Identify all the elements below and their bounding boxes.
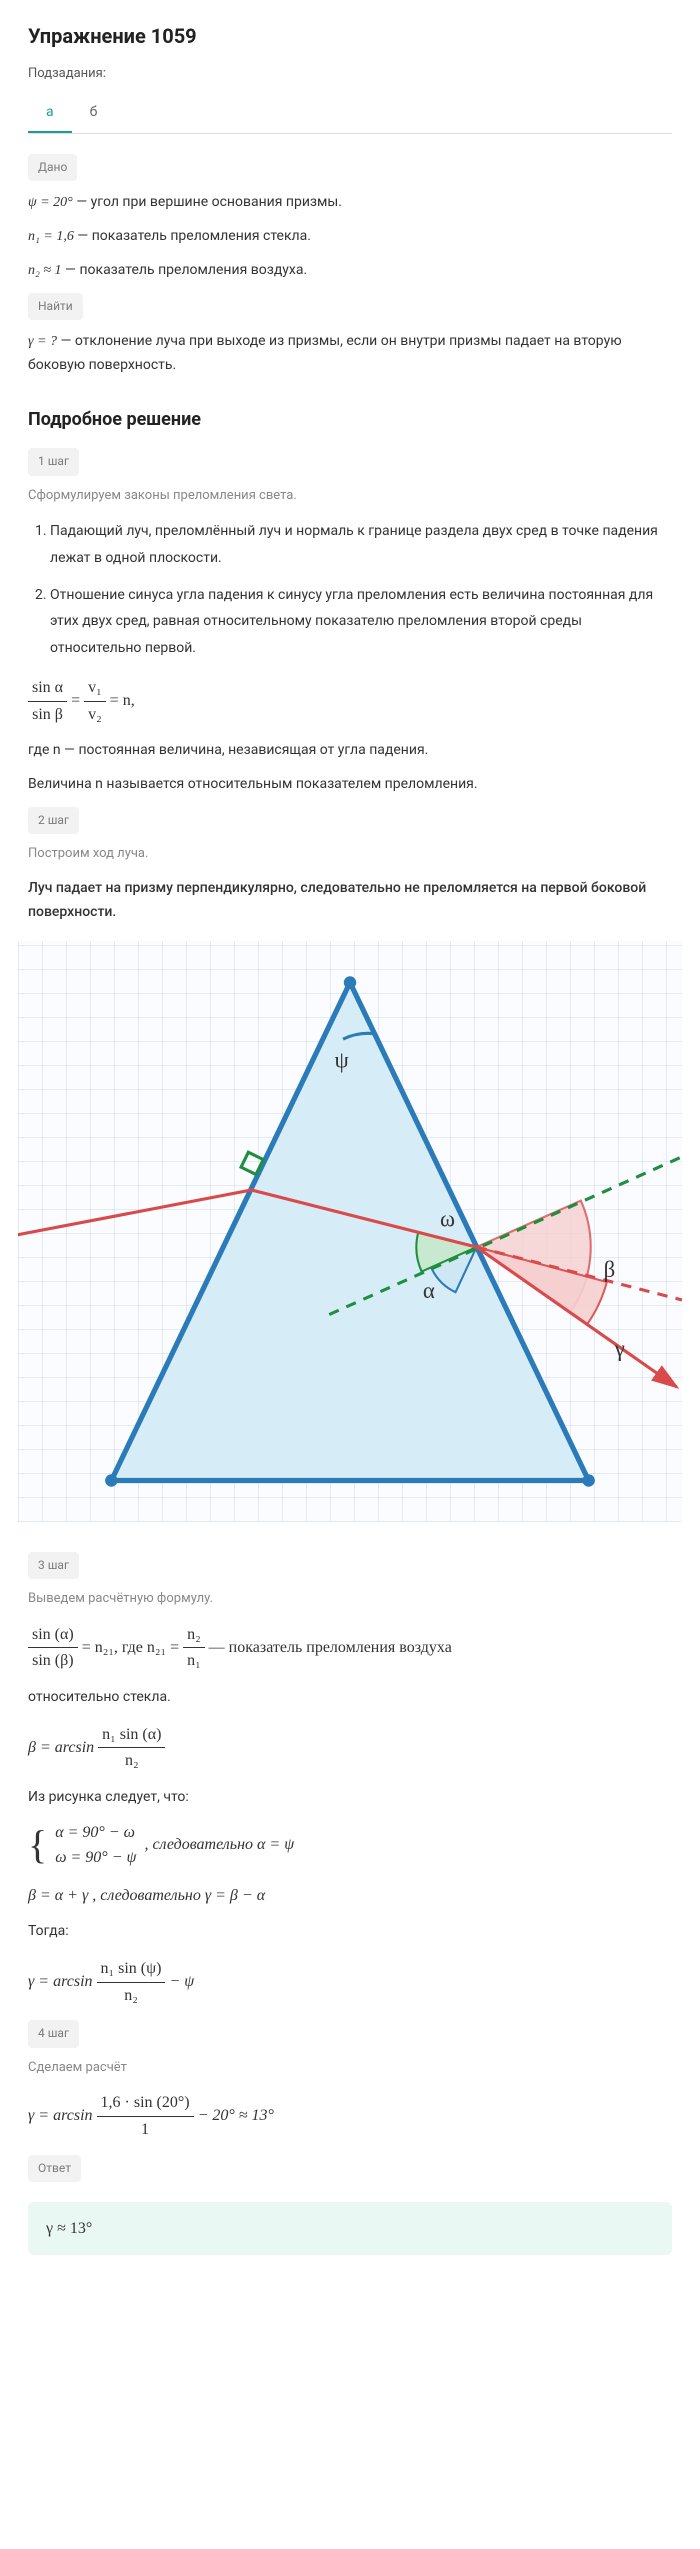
answer-chip: Ответ <box>28 2155 81 2182</box>
step-chip: 1 шаг <box>28 448 79 475</box>
frac-den: sin β <box>28 702 67 728</box>
step-chip: 2 шаг <box>28 807 79 834</box>
snell-formula: sin αsin β = v₁v₂ = n, <box>28 675 672 727</box>
text-line: относительно стекла. <box>28 1686 672 1710</box>
frac-num: sin (α) <box>28 1622 78 1649</box>
formula-post: — показатель преломления воздуха <box>209 1638 452 1655</box>
law-item: Отношение синуса угла падения к синусу у… <box>50 582 672 662</box>
given-row: n₂ ≈ 1 — показатель преломления воздуха. <box>28 259 672 283</box>
step-chip: 3 шаг <box>28 1552 79 1579</box>
frac-num: n₁ sin (α) <box>98 1722 165 1749</box>
subtask-label: Подзадания: <box>28 64 672 85</box>
calc-formula: γ = arcsin 1,6 · sin (20°)1 − 20° ≈ 13° <box>28 2090 672 2142</box>
formula-post: − ψ <box>169 1973 194 1990</box>
svg-text:ω: ω <box>440 1206 455 1231</box>
n21-formula: sin (α)sin (β) = n₂₁, где n₂₁ = n₂n₁ — п… <box>28 1622 672 1674</box>
frac-den: n₂ <box>97 1983 166 2009</box>
find-row: γ = ? — отклонение луча при выходе из пр… <box>28 330 672 378</box>
given-desc: — угол при вершине основания призмы. <box>73 194 342 210</box>
given-sym: n₂ ≈ 1 <box>28 263 62 278</box>
frac-den: n₂ <box>98 1748 165 1774</box>
beta-formula: β = arcsin n₁ sin (α)n₂ <box>28 1722 672 1774</box>
formula-pre: γ = arcsin <box>28 2107 97 2124</box>
formula-pre: γ = arcsin <box>28 1973 97 1990</box>
beta-gamma-line: β = α + γ , следовательно γ = β − α <box>28 1883 672 1909</box>
formula-post: − 20° ≈ 13° <box>198 2107 274 2124</box>
frac-den: sin (β) <box>28 1648 78 1674</box>
step-intro: Построим ход луча. <box>28 844 672 865</box>
exercise-title: Упражнение 1059 <box>28 20 672 52</box>
find-desc: — отклонение луча при выходе из призмы, … <box>28 333 622 373</box>
formula-tail: = n, <box>110 692 135 709</box>
frac-den: v₂ <box>84 702 106 728</box>
brace-icon: { <box>28 1825 47 1865</box>
step-intro: Сделаем расчёт <box>28 2058 672 2079</box>
tab-a[interactable]: а <box>28 93 72 133</box>
frac-den: n₁ <box>183 1648 205 1674</box>
frac-num: 1,6 · sin (20°) <box>97 2090 194 2117</box>
prism-diagram: ψ ω α β γ <box>18 941 682 1522</box>
diagram-svg: ψ ω α β γ <box>18 941 682 1522</box>
laws-list: Падающий луч, преломлённый луч и нормаль… <box>28 518 672 661</box>
eq: = <box>71 692 84 709</box>
formula-pre: β = arcsin <box>28 1738 98 1755</box>
text-line: Величина n называется относительным пока… <box>28 773 672 797</box>
case-line: α = 90° − ω <box>55 1820 136 1846</box>
svg-text:ψ: ψ <box>335 1047 349 1072</box>
given-chip: Дано <box>28 154 77 181</box>
answer-box: γ ≈ 13° <box>28 2202 672 2256</box>
find-chip: Найти <box>28 293 83 320</box>
given-desc: — показатель преломления стекла. <box>74 228 311 244</box>
frac-num: n₁ sin (ψ) <box>97 1956 166 1983</box>
cases-block: { α = 90° − ω ω = 90° − ψ , следовательн… <box>28 1820 672 1871</box>
law-item: Падающий луч, преломлённый луч и нормаль… <box>50 518 672 571</box>
tab-b[interactable]: б <box>72 93 116 133</box>
gamma-formula: γ = arcsin n₁ sin (ψ)n₂ − ψ <box>28 1956 672 2008</box>
given-sym: ψ = 20° <box>28 195 73 210</box>
subtask-tabs: а б <box>28 93 672 134</box>
frac-num: n₂ <box>183 1622 205 1649</box>
step-chip: 4 шаг <box>28 2020 79 2047</box>
text-line: где n — постоянная величина, независящая… <box>28 739 672 763</box>
given-row: ψ = 20° — угол при вершине основания при… <box>28 191 672 215</box>
cases-tail: , следовательно α = ψ <box>144 1832 294 1858</box>
svg-text:γ: γ <box>614 1336 625 1361</box>
frac-num: v₁ <box>84 675 106 702</box>
find-sym: γ = ? <box>28 334 57 349</box>
svg-text:β: β <box>604 1257 616 1282</box>
then-label: Тогда: <box>28 1920 672 1944</box>
frac-num: sin α <box>28 675 67 702</box>
given-sym: n₁ = 1,6 <box>28 229 74 244</box>
step-intro: Сформулируем законы преломления света. <box>28 486 672 507</box>
given-row: n₁ = 1,6 — показатель преломления стекла… <box>28 225 672 249</box>
step-intro: Выведем расчётную формулу. <box>28 1589 672 1610</box>
formula-mid: = n₂₁, где n₂₁ = <box>82 1638 183 1655</box>
svg-text:α: α <box>423 1278 435 1303</box>
frac-den: 1 <box>97 2117 194 2143</box>
case-line: ω = 90° − ψ <box>55 1845 136 1871</box>
step2-lead: Луч падает на призму перпендикулярно, сл… <box>28 877 672 925</box>
given-desc: — показатель преломления воздуха. <box>62 262 308 278</box>
figure-lead: Из рисунка следует, что: <box>28 1786 672 1810</box>
solution-title: Подробное решение <box>28 406 672 435</box>
